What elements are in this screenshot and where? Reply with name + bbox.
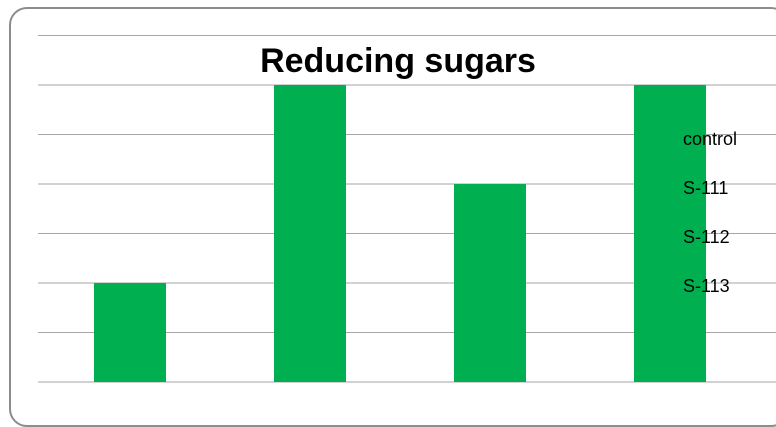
bars [94, 85, 706, 382]
bar-control [94, 283, 166, 382]
bar-s-113 [634, 85, 706, 382]
bar-s-112 [454, 184, 526, 382]
legend: control S-111 S-112 S-113 [683, 129, 737, 296]
legend-label-control: control [683, 129, 737, 149]
legend-label-s-113: S-113 [683, 276, 730, 296]
bar-s-111 [274, 85, 346, 382]
legend-label-s-111: S-111 [683, 178, 728, 198]
chart-title: Reducing sugars [260, 42, 536, 80]
legend-label-s-112: S-112 [683, 227, 730, 247]
bar-chart: Reducing sugars control S-111 S-112 S-113 [38, 35, 776, 383]
